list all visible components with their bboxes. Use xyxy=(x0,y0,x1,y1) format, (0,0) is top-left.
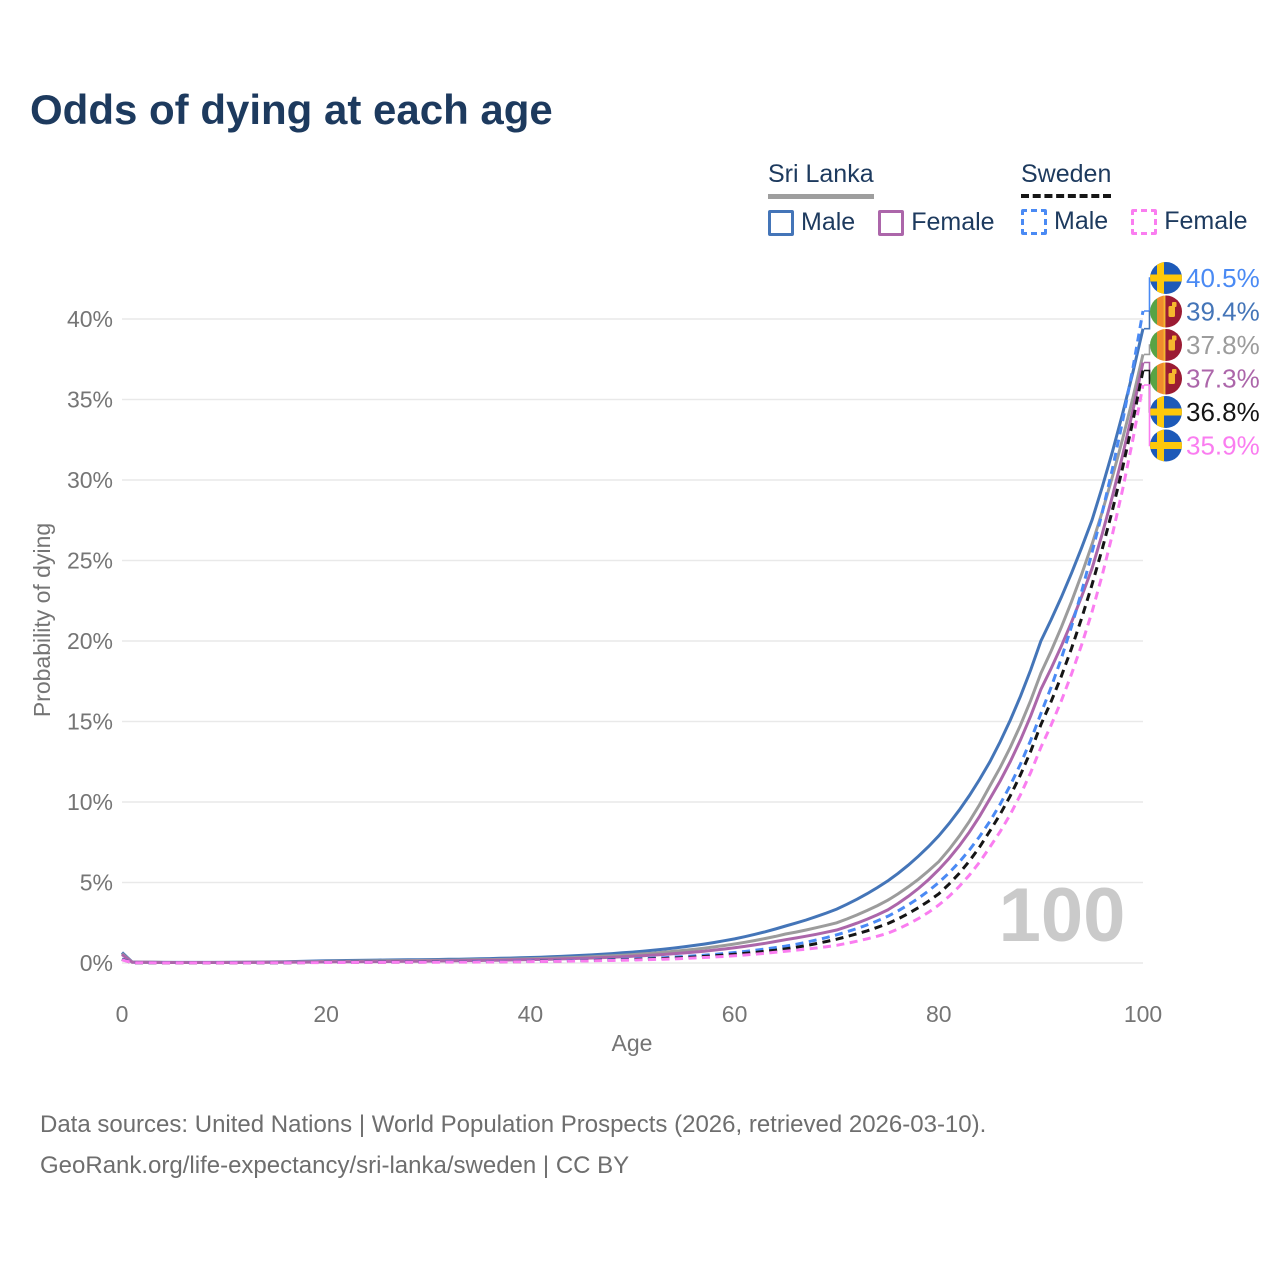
end-label-value: 39.4% xyxy=(1186,297,1260,327)
y-tick-label: 10% xyxy=(67,789,113,815)
end-label-value: 36.8% xyxy=(1186,397,1260,427)
y-axis-title: Probability of dying xyxy=(29,523,55,717)
end-label-connector xyxy=(1144,384,1151,447)
y-tick-label: 20% xyxy=(67,628,113,654)
legend-item-label: Male xyxy=(801,208,856,236)
legend-item-sweden-male[interactable]: Male xyxy=(1021,207,1108,236)
end-label-value: 40.5% xyxy=(1186,263,1260,293)
end-label-connector xyxy=(1144,310,1151,330)
series-line-sri-lanka-female[interactable] xyxy=(121,362,1145,964)
footer: Data sources: United Nations | World Pop… xyxy=(40,1104,986,1186)
x-tick-label: 100 xyxy=(1124,1001,1162,1027)
legend-item-label: Female xyxy=(911,208,995,236)
end-label-value: 37.8% xyxy=(1186,330,1260,360)
y-tick-label: 5% xyxy=(80,870,113,896)
x-tick-label: 0 xyxy=(116,1001,129,1027)
legend-item-label: Male xyxy=(1054,207,1109,235)
legend-item-sweden-female[interactable]: Female xyxy=(1131,207,1248,236)
legend-items-sri-lanka: Male Female xyxy=(768,208,995,237)
x-axis-title: Age xyxy=(612,1030,653,1056)
sri-lanka-flag-icon xyxy=(1150,362,1182,395)
legend-group-sweden: Sweden Male Female xyxy=(1021,160,1248,236)
hover-age-watermark: 100 xyxy=(999,873,1126,958)
series-line-sri-lanka-male[interactable] xyxy=(120,328,1145,964)
y-tick-label: 30% xyxy=(67,467,113,493)
footer-source-line: Data sources: United Nations | World Pop… xyxy=(40,1111,987,1138)
sri-lanka-male-swatch-icon xyxy=(768,209,794,236)
y-tick-label: 35% xyxy=(67,387,113,413)
y-tick-label: 25% xyxy=(67,548,113,574)
y-tick-label: 0% xyxy=(80,950,113,976)
end-label-connector xyxy=(1144,277,1151,312)
sweden-male-swatch-icon xyxy=(1021,208,1047,235)
legend-item-sri-lanka-male[interactable]: Male xyxy=(768,208,855,237)
x-tick-label: 80 xyxy=(926,1001,952,1027)
y-tick-label: 40% xyxy=(67,306,113,332)
y-tick-label: 15% xyxy=(67,709,113,735)
legend-header-sri-lanka[interactable]: Sri Lanka xyxy=(768,160,874,199)
legend-items-sweden: Male Female xyxy=(1021,207,1248,236)
sweden-female-swatch-icon xyxy=(1131,208,1158,235)
sweden-flag-icon xyxy=(1150,429,1182,462)
sri-lanka-flag-icon xyxy=(1150,295,1182,328)
series-line-sweden-female[interactable] xyxy=(121,384,1145,965)
sri-lanka-female-swatch-icon xyxy=(878,209,905,236)
sri-lanka-flag-icon xyxy=(1150,329,1182,361)
series-line-sweden[interactable] xyxy=(121,370,1145,965)
page-title: Odds of dying at each age xyxy=(30,86,553,133)
x-tick-label: 60 xyxy=(722,1001,748,1027)
x-tick-label: 20 xyxy=(313,1001,339,1027)
x-tick-label: 40 xyxy=(518,1001,544,1027)
legend-group-sri-lanka: Sri Lanka Male Female xyxy=(768,160,995,237)
end-label-connector xyxy=(1144,344,1151,356)
legend-header-sweden[interactable]: Sweden xyxy=(1021,160,1112,198)
legend-item-label: Female xyxy=(1164,207,1248,235)
series-line-sweden-male[interactable] xyxy=(121,310,1145,965)
series-line-sri-lanka[interactable] xyxy=(121,354,1145,964)
sweden-flag-icon xyxy=(1150,262,1182,294)
legend-item-sri-lanka-female[interactable]: Female xyxy=(878,208,995,237)
end-label-value: 37.3% xyxy=(1186,364,1260,394)
sweden-flag-icon xyxy=(1150,396,1182,428)
end-label-value: 35.9% xyxy=(1186,431,1260,461)
footer-link-line: GeoRank.org/life-expectancy/sri-lanka/sw… xyxy=(40,1152,630,1179)
